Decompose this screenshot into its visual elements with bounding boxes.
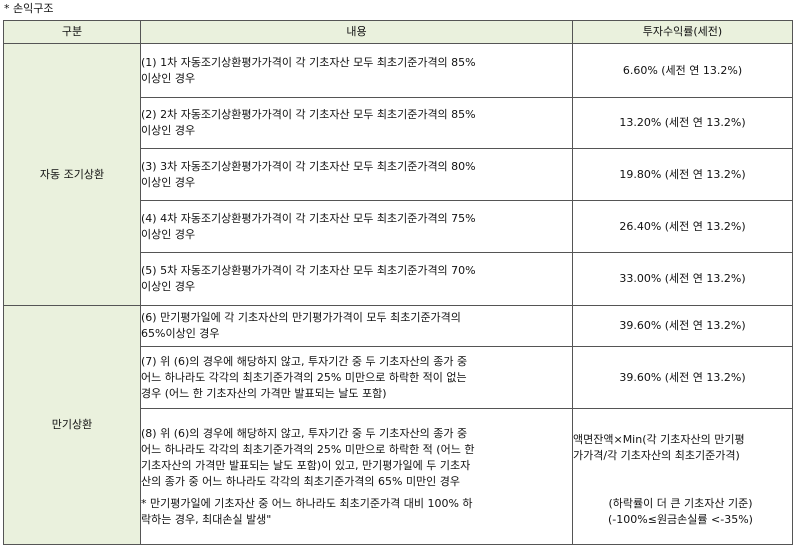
row-content: (2) 2차 자동조기상환평가가격이 각 기초자산 모두 최초기준가격의 85%… bbox=[140, 97, 573, 149]
row-return: 6.60% (세전 연 13.2%) bbox=[572, 43, 793, 98]
row-return: 19.80% (세전 연 13.2%) bbox=[572, 148, 793, 201]
loss-range-note: (하락률이 더 큰 기초자산 기준) (-100%≤원금손실률 <-35%) bbox=[608, 496, 753, 526]
row-return: 액면잔액×Min(각 기초자산의 만기평 가가격/각 기초자산의 최초기준가격)… bbox=[572, 408, 793, 545]
row-content: (3) 3차 자동조기상환평가가격이 각 기초자산 모두 최초기준가격의 80%… bbox=[140, 148, 573, 201]
row-content: (4) 4차 자동조기상환평가가격이 각 기초자산 모두 최초기준가격의 75%… bbox=[140, 200, 573, 253]
table-row: (4) 4차 자동조기상환평가가격이 각 기초자산 모두 최초기준가격의 75%… bbox=[4, 200, 793, 253]
table-row: 자동 조기상환 (1) 1차 자동조기상환평가가격이 각 기초자산 모두 최초기… bbox=[3, 43, 793, 306]
section-title: * 손익구조 bbox=[4, 2, 54, 15]
max-loss-note: * 만기평가일에 기초자산 중 어느 하나라도 최초기준가격 대비 100% 하… bbox=[141, 496, 473, 526]
header-return: 투자수익률(세전) bbox=[572, 20, 793, 44]
header-content: 내용 bbox=[140, 20, 573, 44]
row-content: (8) 위 (6)의 경우에 해당하지 않고, 투자기간 중 두 기초자산의 종… bbox=[140, 408, 573, 545]
payoff-table: 구분 내용 투자수익률(세전) 자동 조기상환 (1) 1차 자동조기상환평가가… bbox=[3, 20, 793, 545]
row-return: 39.60% (세전 연 13.2%) bbox=[572, 305, 793, 347]
header-category: 구분 bbox=[3, 20, 141, 44]
header-row: 구분 내용 투자수익률(세전) bbox=[3, 20, 793, 44]
row-content: (1) 1차 자동조기상환평가가격이 각 기초자산 모두 최초기준가격의 85%… bbox=[140, 43, 573, 98]
row-return: 26.40% (세전 연 13.2%) bbox=[572, 200, 793, 253]
table-row: (5) 5차 자동조기상환평가가격이 각 기초자산 모두 최초기준가격의 70%… bbox=[4, 252, 793, 306]
table-row: (3) 3차 자동조기상환평가가격이 각 기초자산 모두 최초기준가격의 80%… bbox=[4, 148, 793, 201]
table-row: (2) 2차 자동조기상환평가가격이 각 기초자산 모두 최초기준가격의 85%… bbox=[4, 97, 793, 149]
group-maturity-redemption: 만기상환 bbox=[3, 305, 141, 545]
row-content: (5) 5차 자동조기상환평가가격이 각 기초자산 모두 최초기준가격의 70%… bbox=[140, 252, 573, 306]
table-row: (8) 위 (6)의 경우에 해당하지 않고, 투자기간 중 두 기초자산의 종… bbox=[4, 408, 793, 545]
table-row: 만기상환 (6) 만기평가일에 각 기초자산의 만기평가가격이 모두 최초기준가… bbox=[3, 305, 793, 545]
row-content: (7) 위 (6)의 경우에 해당하지 않고, 투자기간 중 두 기초자산의 종… bbox=[140, 346, 573, 409]
row-return: 39.60% (세전 연 13.2%) bbox=[572, 346, 793, 409]
group-early-redemption: 자동 조기상환 bbox=[3, 43, 141, 306]
row-content: (6) 만기평가일에 각 기초자산의 만기평가가격이 모두 최초기준가격의 65… bbox=[140, 305, 573, 347]
table-row: (7) 위 (6)의 경우에 해당하지 않고, 투자기간 중 두 기초자산의 종… bbox=[4, 346, 793, 409]
row-return: 33.00% (세전 연 13.2%) bbox=[572, 252, 793, 306]
row-return: 13.20% (세전 연 13.2%) bbox=[572, 97, 793, 149]
